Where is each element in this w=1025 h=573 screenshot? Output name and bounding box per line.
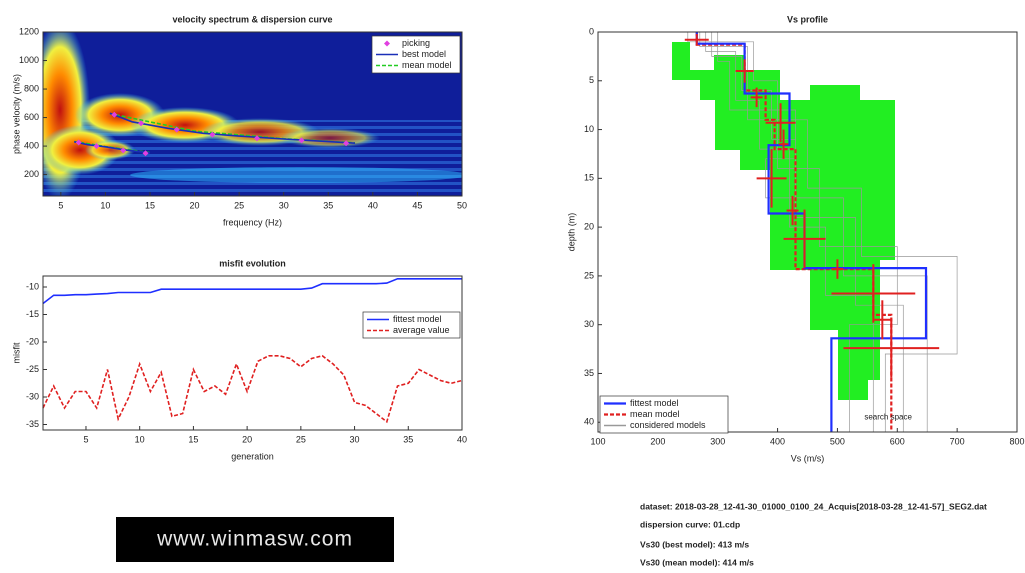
y-tick-label: 400 xyxy=(24,140,39,150)
x-tick-label: 15 xyxy=(145,200,155,210)
y-tick-label: 10 xyxy=(584,124,594,134)
picking-point xyxy=(253,135,260,142)
x-tick-label: 700 xyxy=(950,436,965,446)
y-tick-label: -15 xyxy=(26,309,39,319)
y-tick-label: 30 xyxy=(584,319,594,329)
y-tick-label: -35 xyxy=(26,419,39,429)
y-axis-label: phase velocity (m/s) xyxy=(11,74,21,154)
y-tick-label: 20 xyxy=(584,221,594,231)
info-line: Vs30 (mean model): 414 m/s xyxy=(640,557,754,567)
legend-label: fittest model xyxy=(393,314,442,324)
picking-point xyxy=(111,111,118,118)
search-space xyxy=(672,32,895,400)
legend-swatch xyxy=(384,40,390,47)
x-tick-label: 25 xyxy=(296,434,306,444)
x-tick-label: 400 xyxy=(770,436,785,446)
legend-label: considered models xyxy=(630,420,706,430)
legend-label: average value xyxy=(393,325,450,335)
y-tick-label: 15 xyxy=(584,173,594,183)
info-line: Vs30 (best model): 413 m/s xyxy=(640,539,749,549)
x-tick-label: 35 xyxy=(403,434,413,444)
picking-point xyxy=(138,120,145,127)
x-tick-label: 5 xyxy=(83,434,88,444)
series-line xyxy=(42,278,462,305)
y-tick-label: 25 xyxy=(584,270,594,280)
info-line: dispersion curve: 01.cdp xyxy=(640,519,740,529)
x-axis-label: generation xyxy=(231,451,274,461)
x-tick-label: 100 xyxy=(590,436,605,446)
chart-title: velocity spectrum & dispersion curve xyxy=(172,14,332,24)
x-tick-label: 50 xyxy=(457,200,467,210)
x-tick-label: 10 xyxy=(135,434,145,444)
x-tick-label: 5 xyxy=(58,200,63,210)
series-line xyxy=(42,354,463,424)
legend-box xyxy=(599,395,729,434)
picking-point xyxy=(142,150,149,157)
x-tick-label: 40 xyxy=(368,200,378,210)
y-axis-label: depth (m) xyxy=(566,213,576,252)
y-tick-label: 600 xyxy=(24,112,39,122)
y-axis-label: misfit xyxy=(11,342,21,363)
y-tick-label: 1000 xyxy=(19,55,39,65)
y-tick-label: 35 xyxy=(584,368,594,378)
x-tick-label: 35 xyxy=(323,200,333,210)
picking-point xyxy=(93,143,100,150)
y-tick-label: 1200 xyxy=(19,26,39,36)
legend-box xyxy=(362,311,461,339)
plot-frame xyxy=(42,275,463,431)
annotation: search space xyxy=(864,412,912,421)
y-tick-label: -30 xyxy=(26,391,39,401)
series-line xyxy=(74,112,356,154)
logo-box xyxy=(116,517,394,562)
x-tick-label: 20 xyxy=(242,434,252,444)
x-tick-label: 300 xyxy=(710,436,725,446)
picking-point xyxy=(209,131,216,138)
y-tick-label: 40 xyxy=(584,417,594,427)
legend-label: picking xyxy=(402,38,430,48)
x-tick-label: 500 xyxy=(830,436,845,446)
x-tick-label: 40 xyxy=(457,434,467,444)
y-tick-label: 0 xyxy=(589,26,594,36)
picking-point xyxy=(173,126,180,133)
chart-title: misfit evolution xyxy=(219,258,286,268)
x-axis-label: Vs (m/s) xyxy=(791,453,825,463)
x-tick-label: 20 xyxy=(190,200,200,210)
legend-label: mean model xyxy=(630,409,680,419)
legend-label: best model xyxy=(402,49,446,59)
chart-title: Vs profile xyxy=(787,14,828,24)
x-tick-label: 200 xyxy=(650,436,665,446)
picking-point xyxy=(75,139,82,146)
x-axis-label: frequency (Hz) xyxy=(223,217,282,227)
y-tick-label: -10 xyxy=(26,281,39,291)
y-tick-label: 800 xyxy=(24,83,39,93)
y-tick-label: 200 xyxy=(24,169,39,179)
x-tick-label: 15 xyxy=(188,434,198,444)
x-tick-label: 600 xyxy=(890,436,905,446)
picking-point xyxy=(298,137,305,144)
legend-label: fittest model xyxy=(630,398,679,408)
x-tick-label: 45 xyxy=(412,200,422,210)
plot-frame xyxy=(597,31,1018,433)
x-tick-label: 25 xyxy=(234,200,244,210)
y-tick-label: -25 xyxy=(26,364,39,374)
logo: www.winmasw.com xyxy=(156,528,353,551)
x-tick-label: 10 xyxy=(100,200,110,210)
legend-label: mean model xyxy=(402,60,452,70)
x-tick-label: 30 xyxy=(279,200,289,210)
y-tick-label: -20 xyxy=(26,336,39,346)
picking-point xyxy=(343,140,350,147)
plot-frame xyxy=(42,31,463,197)
series-line xyxy=(695,32,928,432)
info-line: dataset: 2018-03-28_12-41-30_01000_0100_… xyxy=(640,501,987,511)
y-tick-label: 5 xyxy=(589,75,594,85)
x-tick-label: 30 xyxy=(350,434,360,444)
x-tick-label: 800 xyxy=(1009,436,1024,446)
picking-point xyxy=(120,147,127,154)
